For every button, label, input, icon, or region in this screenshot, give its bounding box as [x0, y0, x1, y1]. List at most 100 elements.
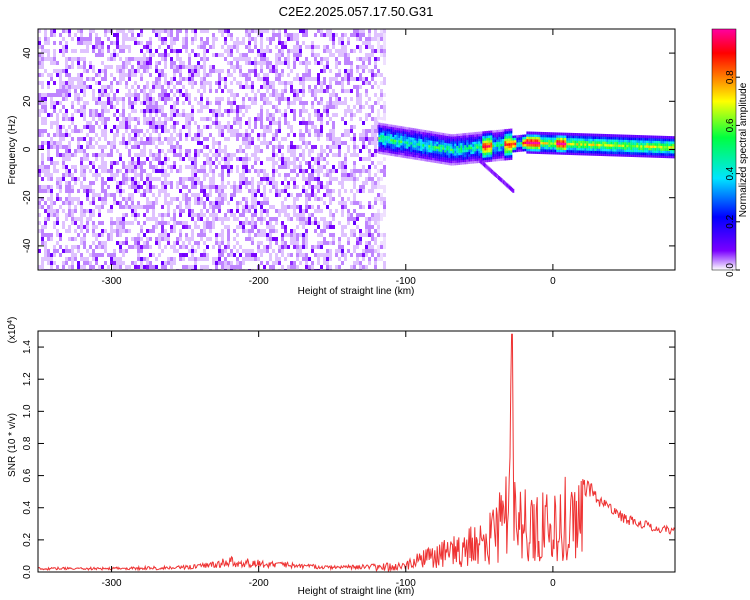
heatmap-cell	[293, 185, 296, 189]
heatmap-cell	[251, 229, 254, 233]
heatmap-cell	[143, 205, 146, 209]
heatmap-cell	[98, 69, 101, 73]
heatmap-cell	[380, 141, 383, 145]
heatmap-cell	[486, 130, 489, 134]
heatmap-cell	[470, 129, 473, 133]
heatmap-cell	[68, 117, 71, 121]
heatmap-cell	[143, 221, 146, 225]
heatmap-cell	[480, 130, 483, 134]
heatmap-cell	[362, 137, 365, 141]
heatmap-cell	[50, 201, 53, 205]
heatmap-cell	[371, 105, 374, 109]
heatmap-cell	[170, 197, 173, 201]
heatmap-cell	[390, 138, 393, 142]
heatmap-cell	[188, 237, 191, 241]
heatmap-cell	[77, 85, 80, 89]
heatmap-cell	[323, 229, 326, 233]
heatmap-cell	[326, 261, 329, 265]
heatmap-cell	[287, 61, 290, 65]
heatmap-cell	[374, 121, 377, 125]
heatmap-cell	[224, 77, 227, 81]
heatmap-cell	[134, 153, 137, 157]
heatmap-cell	[98, 145, 101, 149]
heatmap-cell	[167, 137, 170, 141]
heatmap-cell	[98, 49, 101, 53]
heatmap-cell	[320, 81, 323, 85]
heatmap-cell	[359, 45, 362, 49]
heatmap-cell	[110, 253, 113, 257]
heatmap-cell	[317, 137, 320, 141]
heatmap-cell	[284, 137, 287, 141]
heatmap-cell	[209, 205, 212, 209]
heatmap-cell	[170, 29, 173, 33]
heatmap-cell	[418, 126, 421, 130]
heatmap-cell	[506, 152, 509, 156]
heatmap-cell	[149, 53, 152, 57]
heatmap-cell	[350, 129, 353, 133]
heatmap-cell	[83, 233, 86, 237]
heatmap-cell	[110, 237, 113, 241]
heatmap-cell	[272, 261, 275, 265]
heatmap-cell	[377, 49, 380, 53]
heatmap-cell	[236, 133, 239, 137]
heatmap-cell	[474, 160, 477, 164]
heatmap-cell	[269, 81, 272, 85]
heatmap-cell	[347, 73, 350, 77]
heatmap-cell	[504, 145, 507, 149]
heatmap-cell	[414, 152, 417, 155]
heatmap-cell	[350, 253, 353, 257]
heatmap-cell	[149, 173, 152, 177]
heatmap-cell	[506, 159, 509, 163]
heatmap-cell	[173, 217, 176, 221]
heatmap-cell	[359, 189, 362, 193]
heatmap-cell	[227, 237, 230, 241]
heatmap-cell	[464, 149, 467, 153]
heatmap-cell	[182, 177, 185, 181]
heatmap-cell	[326, 105, 329, 109]
heatmap-cell	[74, 57, 77, 61]
heatmap-cell	[179, 49, 182, 53]
heatmap-cell	[143, 65, 146, 69]
heatmap-cell	[368, 105, 371, 109]
heatmap-cell	[47, 209, 50, 213]
heatmap-cell	[233, 189, 236, 193]
heatmap-cell	[293, 229, 296, 233]
heatmap-cell	[104, 73, 107, 77]
heatmap-cell	[131, 261, 134, 265]
heatmap-cell	[302, 133, 305, 137]
heatmap-cell	[414, 125, 417, 129]
heatmap-cell	[470, 158, 473, 162]
heatmap-cell	[251, 237, 254, 241]
heatmap-cell	[86, 257, 89, 261]
heatmap-cell	[450, 162, 453, 166]
heatmap-cell	[155, 225, 158, 229]
heatmap-cell	[245, 85, 248, 89]
heatmap-cell	[408, 148, 411, 152]
heatmap-cell	[119, 249, 122, 253]
heatmap-cell	[323, 69, 326, 73]
heatmap-cell	[173, 93, 176, 97]
heatmap-cell	[398, 127, 401, 131]
heatmap-cell	[278, 41, 281, 45]
heatmap-cell	[65, 97, 68, 101]
heatmap-cell	[362, 169, 365, 173]
heatmap-cell	[356, 201, 359, 205]
heatmap-cell	[508, 154, 511, 158]
heatmap-cell	[496, 151, 499, 155]
heatmap-cell	[242, 225, 245, 229]
heatmap-cell	[424, 131, 427, 135]
heatmap-cell	[107, 37, 110, 41]
heatmap-cell	[532, 138, 535, 142]
heatmap-cell	[380, 117, 383, 121]
heatmap-cell	[164, 89, 167, 93]
heatmap-cell	[245, 45, 248, 49]
heatmap-cell	[530, 141, 533, 145]
heatmap-cell	[532, 131, 535, 135]
heatmap-cell	[197, 125, 200, 129]
heatmap-cell	[350, 265, 353, 269]
heatmap-cell	[233, 117, 236, 121]
heatmap-cell	[122, 109, 125, 113]
heatmap-cell	[122, 229, 125, 233]
heatmap-cell	[248, 141, 251, 145]
heatmap-cell	[275, 153, 278, 157]
